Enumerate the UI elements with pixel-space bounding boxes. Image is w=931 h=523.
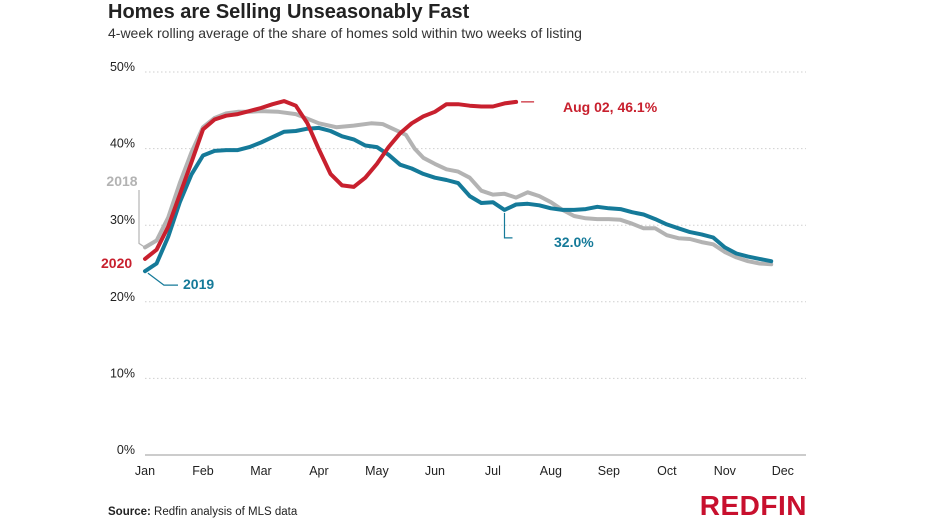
series-line-2020 xyxy=(143,99,519,261)
x-tick-label: Nov xyxy=(714,464,737,478)
annotation-labels: 2018 2020 2019 Aug 02, 46.1% 32.0% xyxy=(101,99,658,292)
series-line-2018 xyxy=(143,109,774,267)
source-text: Redfin analysis of MLS data xyxy=(154,506,298,518)
gridlines xyxy=(145,71,806,456)
annotation-label-2020: 2020 xyxy=(101,255,132,271)
annotation-label-2019: 2019 xyxy=(183,276,214,292)
annotation-leader-line xyxy=(147,272,178,286)
x-tick-label: Sep xyxy=(598,464,620,478)
x-tick-label: Dec xyxy=(772,464,794,478)
y-tick-label: 40% xyxy=(110,137,135,151)
annotation-label-aug02: Aug 02, 46.1% xyxy=(563,99,658,115)
annotation-leader-line xyxy=(138,190,146,248)
source-note: Source: Redfin analysis of MLS data xyxy=(108,506,297,518)
x-tick-label: Apr xyxy=(309,464,328,478)
y-tick-label: 30% xyxy=(110,213,135,227)
y-axis-tick-labels: 0% 10% 20% 30% 40% 50% xyxy=(110,60,135,457)
y-tick-label: 10% xyxy=(110,366,135,380)
x-tick-label: Aug xyxy=(540,464,562,478)
x-tick-label: Jan xyxy=(135,464,155,478)
x-tick-label: Mar xyxy=(250,464,272,478)
line-chart: 0% 10% 20% 30% 40% 50% Jan Feb Mar Apr May Jun Jul A… xyxy=(101,60,806,478)
y-tick-label: 20% xyxy=(110,290,135,304)
x-axis-tick-labels: Jan Feb Mar Apr May Jun Jul Aug Sep Oct Nov Dec xyxy=(135,464,794,478)
y-tick-label: 50% xyxy=(110,60,135,74)
series-line-2019 xyxy=(143,125,774,274)
x-tick-label: May xyxy=(365,464,389,478)
y-tick-label: 0% xyxy=(117,443,135,457)
source-label: Source: xyxy=(108,506,151,518)
x-tick-label: Feb xyxy=(192,464,214,478)
annotation-label-32: 32.0% xyxy=(554,234,594,250)
series-lines xyxy=(143,99,774,274)
chart-title: Homes are Selling Unseasonably Fast xyxy=(108,1,470,23)
annotation-label-2018: 2018 xyxy=(106,173,137,189)
chart-subtitle: 4-week rolling average of the share of h… xyxy=(108,25,582,41)
annotation-leader-line xyxy=(503,212,513,239)
x-tick-label: Oct xyxy=(657,464,677,478)
x-tick-label: Jun xyxy=(425,464,445,478)
annotation-leader-lines xyxy=(138,101,535,286)
x-tick-label: Jul xyxy=(485,464,501,478)
redfin-logo: REDFIN xyxy=(699,490,807,521)
